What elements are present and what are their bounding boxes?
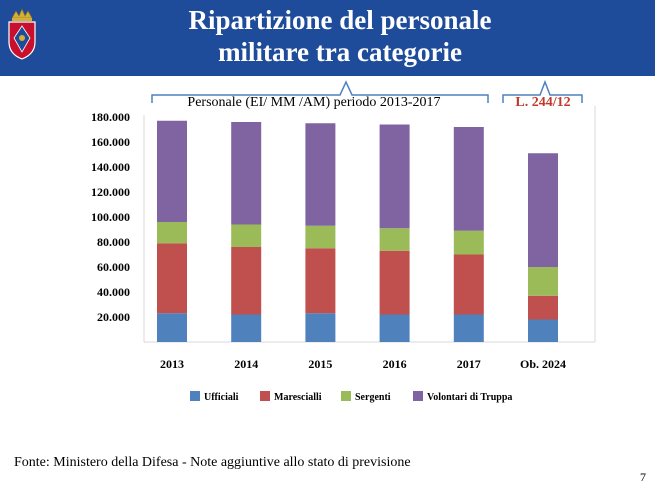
- x-tick-label: 2016: [383, 357, 407, 371]
- army-crest-icon: [8, 8, 36, 60]
- bar-volontari-di-truppa-2014: [231, 122, 262, 225]
- x-axis-labels: 2013 2014 2015 2016 2017 Ob. 2024: [160, 357, 566, 371]
- bar-ufficiali-2013: [157, 313, 187, 342]
- legend-swatch: [190, 391, 200, 401]
- x-tick-label: 2014: [234, 357, 258, 371]
- bar-volontari-di-truppa-ob-2024: [528, 153, 558, 267]
- y-tick-label: 80.000: [97, 235, 130, 249]
- y-tick-label: 160.000: [91, 135, 130, 149]
- stacked-bar-chart: Personale (EI/ MM /AM) periodo 2013-2017…: [91, 79, 596, 403]
- y-tick-label: 120.000: [91, 185, 130, 199]
- bar-marescialli-2013: [157, 243, 187, 314]
- x-tick-label: 2015: [308, 357, 332, 371]
- x-tick-label: Ob. 2024: [520, 357, 566, 371]
- legend-swatch: [260, 391, 270, 401]
- legend: Ufficiali Marescialli Sergenti Volontari di…: [190, 391, 512, 403]
- bar-sergenti-ob-2024: [528, 267, 558, 296]
- y-tick-label: 20.000: [97, 310, 130, 324]
- x-tick-label: 2017: [457, 357, 481, 371]
- bar-volontari-di-truppa-2017: [453, 127, 484, 231]
- bar-ufficiali-2015: [305, 313, 336, 342]
- bar-volontari-di-truppa-2013: [157, 120, 187, 222]
- legend-swatch: [341, 391, 351, 401]
- bar-volontari-di-truppa-2016: [379, 124, 410, 229]
- annotation-period-label: Personale (EI/ MM /AM) periodo 2013-2017: [187, 95, 440, 110]
- legend-swatch: [413, 391, 423, 401]
- legend-label: Sergenti: [355, 392, 391, 403]
- bar-sergenti-2014: [231, 224, 262, 247]
- bar-sergenti-2016: [379, 228, 410, 251]
- y-tick-label: 140.000: [91, 160, 130, 174]
- y-tick-label: 40.000: [97, 285, 130, 299]
- page-number: 7: [640, 470, 646, 484]
- bar-ufficiali-2017: [453, 314, 484, 342]
- page-title: Ripartizione del personale militare tra …: [60, 4, 620, 68]
- legend-label: Marescialli: [274, 392, 322, 403]
- bar-marescialli-2017: [453, 254, 484, 315]
- y-tick-label: 100.000: [91, 210, 130, 224]
- title-line-1: Ripartizione del personale: [188, 5, 492, 35]
- bar-sergenti-2017: [453, 230, 484, 255]
- bar-ufficiali-2016: [379, 314, 410, 342]
- x-tick-label: 2013: [160, 357, 184, 371]
- bar-sergenti-2015: [305, 225, 336, 249]
- header-bar: Ripartizione del personale militare tra …: [0, 0, 655, 76]
- bar-marescialli-2015: [305, 248, 336, 314]
- y-tick-label: 60.000: [97, 260, 130, 274]
- bar-marescialli-2014: [231, 247, 262, 315]
- y-tick-label: 180.000: [91, 110, 130, 124]
- bars-group: [157, 120, 558, 342]
- annotation-brackets: Personale (EI/ MM /AM) periodo 2013-2017…: [151, 79, 583, 110]
- annotation-law-label: L. 244/12: [515, 95, 570, 110]
- bar-volontari-di-truppa-2015: [305, 123, 336, 226]
- bar-ufficiali-2014: [231, 314, 262, 342]
- legend-label: Volontari di Truppa: [427, 392, 512, 403]
- source-note: Fonte: Ministero della Difesa - Note agg…: [14, 455, 411, 470]
- bar-marescialli-ob-2024: [528, 295, 558, 320]
- bar-ufficiali-ob-2024: [528, 319, 558, 342]
- bracket-2013-2017: [151, 80, 489, 103]
- bar-marescialli-2016: [379, 250, 410, 315]
- bar-sergenti-2013: [157, 222, 187, 244]
- bracket-2024: [502, 79, 583, 103]
- legend-label: Ufficiali: [204, 392, 239, 403]
- title-line-2: militare tra categorie: [218, 37, 462, 67]
- y-axis-ticks: 20.000 40.000 60.000 80.000 100.000 120.000 14…: [91, 110, 130, 324]
